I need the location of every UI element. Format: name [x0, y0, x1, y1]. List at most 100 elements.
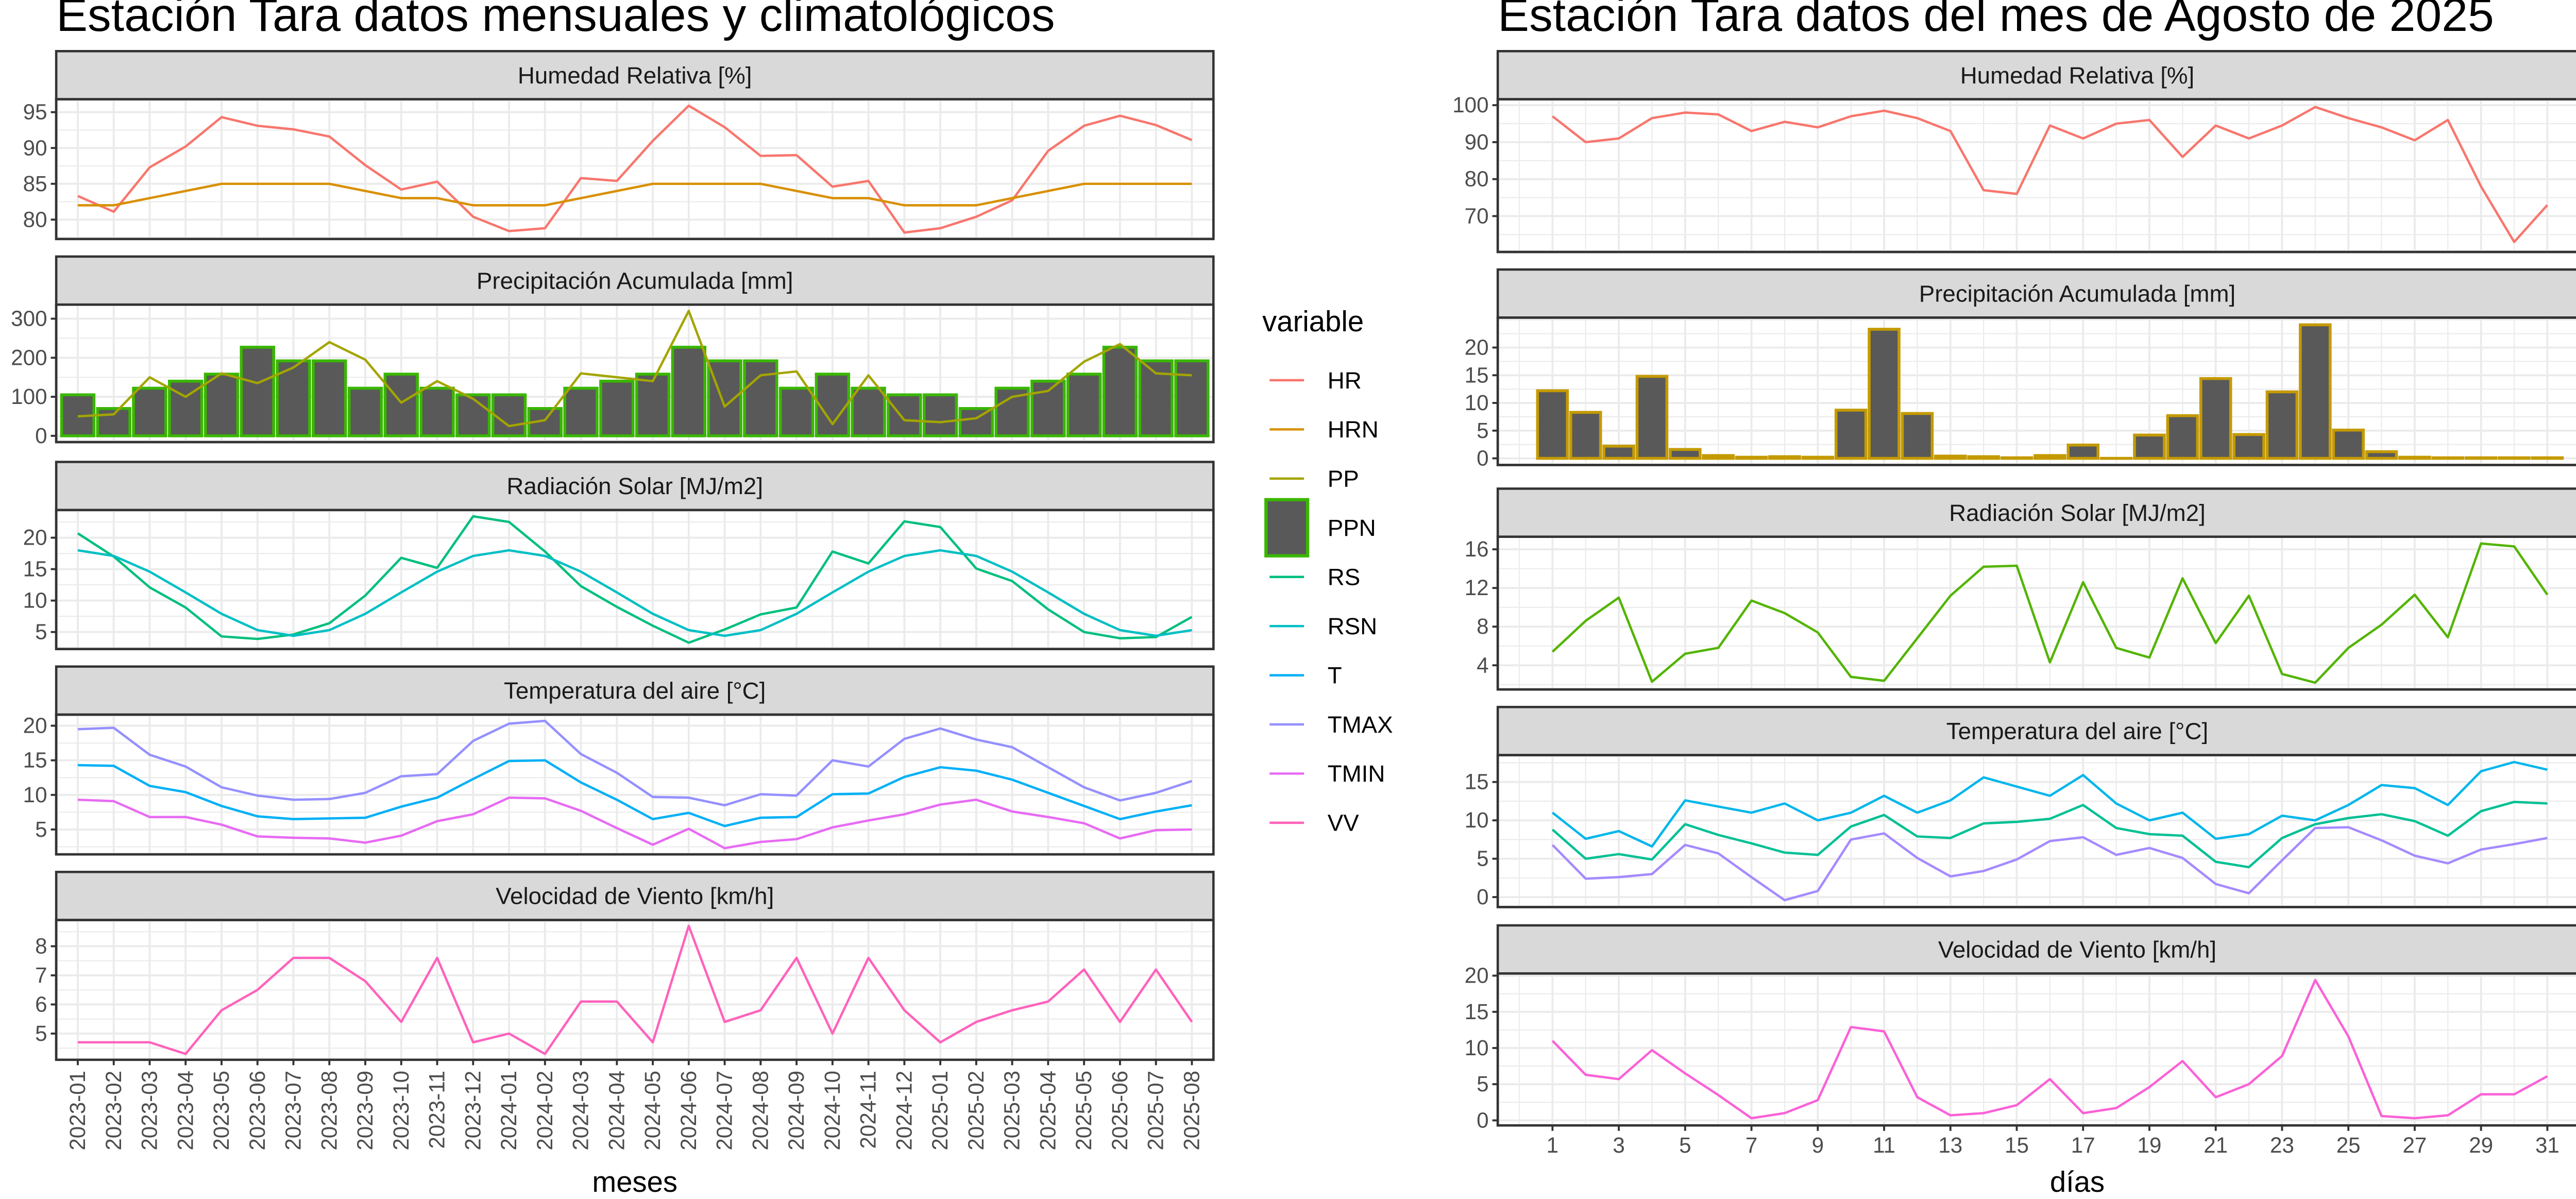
legend-item-TMAX: TMAX [1269, 712, 1393, 738]
y-tick-label: 5 [35, 620, 47, 644]
legend-label: HR [1328, 367, 1362, 394]
panel-border [55, 303, 1215, 444]
x-tick-label: 5 [1679, 1133, 1691, 1157]
bar-PPN-2023-08 [312, 359, 347, 437]
legend-item-PP: PP [1269, 466, 1359, 492]
x-tick-label: 9 [1812, 1133, 1824, 1157]
legend-item-RS: RS [1269, 564, 1360, 590]
y-tick-label: 8 [1477, 614, 1488, 638]
bar-PPN-2024-08 [743, 359, 778, 437]
x-tick-label: 7 [1745, 1133, 1757, 1157]
bar-PP-26 [2365, 450, 2398, 460]
legend-item-VV: VV [1269, 810, 1359, 836]
y-tick-label: 20 [1465, 964, 1489, 988]
bar-PPN-2024-04 [599, 379, 635, 437]
panel-background [55, 509, 1215, 650]
x-tick-label: 2024-06 [676, 1071, 701, 1151]
facet-3: Radiación Solar [MJ/m2] 4 8 12 16 [1465, 487, 2576, 691]
x-tick-label: 2024-02 [533, 1071, 557, 1151]
bar-PP-7 [1735, 455, 1768, 460]
facet-strip-label: Velocidad de Viento [km/h] [1938, 936, 2216, 962]
legend-label: RSN [1328, 613, 1377, 639]
panel-border [55, 919, 1215, 1061]
x-tick-label: 19 [2138, 1133, 2162, 1157]
y-tick-label: 10 [1465, 1036, 1489, 1060]
x-tick-label: 2025-08 [1179, 1071, 1204, 1151]
bar-PPN-2023-12 [455, 393, 491, 437]
facet-4: Temperatura del aire [°C] 0 5 10 15 [1465, 705, 2576, 909]
bar-PP-8 [1768, 455, 1801, 460]
bar-PPN-2024-01 [491, 393, 527, 437]
facet-4: Temperatura del aire [°C] 5 10 15 20 [23, 665, 1215, 856]
legend-key-bar [1264, 498, 1310, 558]
bar-PPN-2023-06 [240, 346, 275, 437]
panel-background [1496, 535, 2576, 691]
bar-PP-17 [2066, 443, 2100, 460]
bar-PP-3 [1602, 445, 1635, 460]
bar-PP-25 [2332, 428, 2365, 460]
legend-item-HRN: HRN [1269, 416, 1379, 443]
bar-PPN-2025-08 [1174, 359, 1210, 437]
y-tick-label: 15 [23, 748, 47, 772]
x-tick-label: 2024-09 [784, 1071, 808, 1151]
facet-strip [55, 665, 1215, 716]
series-line-RS [77, 515, 1193, 644]
x-tick-label: 2025-04 [1036, 1071, 1060, 1151]
x-tick-label: 15 [2005, 1133, 2029, 1157]
series-line-VV [77, 924, 1193, 1055]
legend-label: PP [1328, 466, 1359, 492]
x-tick-label: 17 [2071, 1133, 2095, 1157]
bar-PPN-2025-02 [958, 407, 994, 437]
x-tick-label: 2024-03 [569, 1071, 593, 1151]
bar-PP-19 [2133, 433, 2166, 460]
panel-background [1496, 98, 2576, 254]
bar-PPN-2024-05 [635, 373, 671, 437]
series-line-T [77, 759, 1192, 828]
y-tick-label: 0 [1477, 1108, 1488, 1132]
y-tick-label: 20 [23, 526, 47, 550]
bar-PP-21 [2199, 377, 2232, 460]
bar-PPN-2023-02 [96, 407, 131, 437]
bar-PP-10 [1834, 409, 1868, 460]
facet-strip [55, 49, 1215, 100]
facet-strip-label: Temperatura del aire [°C] [504, 678, 766, 704]
x-tick-label: 11 [1873, 1133, 1895, 1157]
bar-PPN-2023-07 [276, 359, 311, 437]
facet-5: Velocidad de Viento [km/h] 5 6 7 8 [35, 870, 1215, 1061]
series-line-PP [77, 310, 1192, 428]
x-tick-label: 25 [2336, 1133, 2361, 1157]
bar-PP-20 [2166, 414, 2199, 460]
x-tick-label: 2024-04 [604, 1071, 629, 1151]
left-chart-title: Estación Tara datos mensuales y climatol… [56, 0, 1055, 41]
bar-PP-6 [1702, 454, 1735, 460]
bar-PPN-2024-10 [815, 373, 851, 437]
facet-strip [1496, 705, 2576, 756]
x-tick-label: 2024-11 [856, 1071, 880, 1149]
bar-PPN-2025-04 [1030, 379, 1066, 437]
y-tick-label: 5 [35, 817, 47, 841]
y-tick-label: 10 [1465, 808, 1489, 832]
legend-item-PPN: PPN [1264, 498, 1376, 558]
bar-PP-1 [1536, 389, 1569, 460]
y-tick-label: 15 [1465, 770, 1489, 794]
panel-border [1496, 754, 2576, 908]
facet-1: Humedad Relativa [%] 80 85 90 95 [23, 49, 1215, 241]
x-tick-label: 29 [2469, 1133, 2493, 1157]
y-tick-label: 95 [23, 100, 47, 124]
legend-title: variable [1262, 305, 1364, 337]
y-tick-label: 6 [35, 992, 47, 1017]
bar-PP-11 [1868, 328, 1901, 460]
y-tick-label: 7 [35, 963, 47, 987]
facet-1: Humedad Relativa [%] 70 80 90 100 [1452, 49, 2576, 254]
x-axis: 2023-01 2023-02 2023-03 2023-04 2023-05 2023-… [65, 1059, 1204, 1198]
x-tick-label: 21 [2204, 1133, 2228, 1157]
y-tick-label: 5 [1477, 418, 1488, 443]
bar-PP-24 [2299, 323, 2332, 460]
x-tick-label: 2025-05 [1072, 1071, 1096, 1151]
panel-background [1496, 316, 2576, 466]
panel-border [1496, 98, 2576, 254]
legend-label: T [1328, 662, 1342, 688]
x-tick-label: 2023-06 [245, 1071, 269, 1151]
